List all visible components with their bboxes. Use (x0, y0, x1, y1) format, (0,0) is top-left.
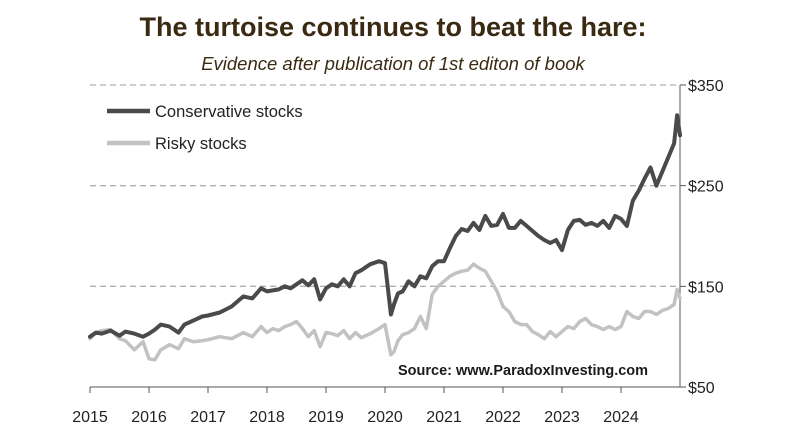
x-tick-label: 2024 (603, 409, 639, 426)
x-tick-label: 2019 (308, 409, 344, 426)
x-axis-ticks: 2015 2016 2017 2018 2019 2020 2021 2022 2023 2024 (72, 387, 639, 426)
axes (90, 85, 681, 388)
y-tick-label: $50 (688, 380, 715, 397)
x-tick-label: 2020 (367, 409, 403, 426)
x-tick-label: 2017 (190, 409, 226, 426)
x-tick-label: 2016 (131, 409, 167, 426)
source-annotation: Source: www.ParadoxInvesting.com (398, 363, 648, 379)
legend: Conservative stocks Risky stocks (107, 103, 303, 153)
x-tick-label: 2021 (426, 409, 462, 426)
y-axis-ticks: $50 $150 $250 $350 (680, 78, 724, 397)
x-tick-label: 2015 (72, 409, 108, 426)
y-tick-label: $350 (688, 78, 724, 95)
y-tick-label: $150 (688, 279, 724, 296)
x-tick-label: 2022 (485, 409, 521, 426)
x-tick-label: 2018 (249, 409, 285, 426)
gridlines (90, 84, 680, 287)
series-line-conservative (88, 113, 682, 339)
series-lines (88, 113, 682, 362)
legend-label-risky: Risky stocks (155, 135, 247, 153)
x-tick-label: 2023 (544, 409, 580, 426)
legend-label-conservative: Conservative stocks (155, 103, 303, 121)
chart-title: The turtoise continues to beat the hare: (139, 12, 647, 42)
chart-subtitle: Evidence after publication of 1st editon… (201, 53, 585, 74)
y-tick-label: $250 (688, 179, 724, 196)
series-line-risky (88, 262, 682, 362)
